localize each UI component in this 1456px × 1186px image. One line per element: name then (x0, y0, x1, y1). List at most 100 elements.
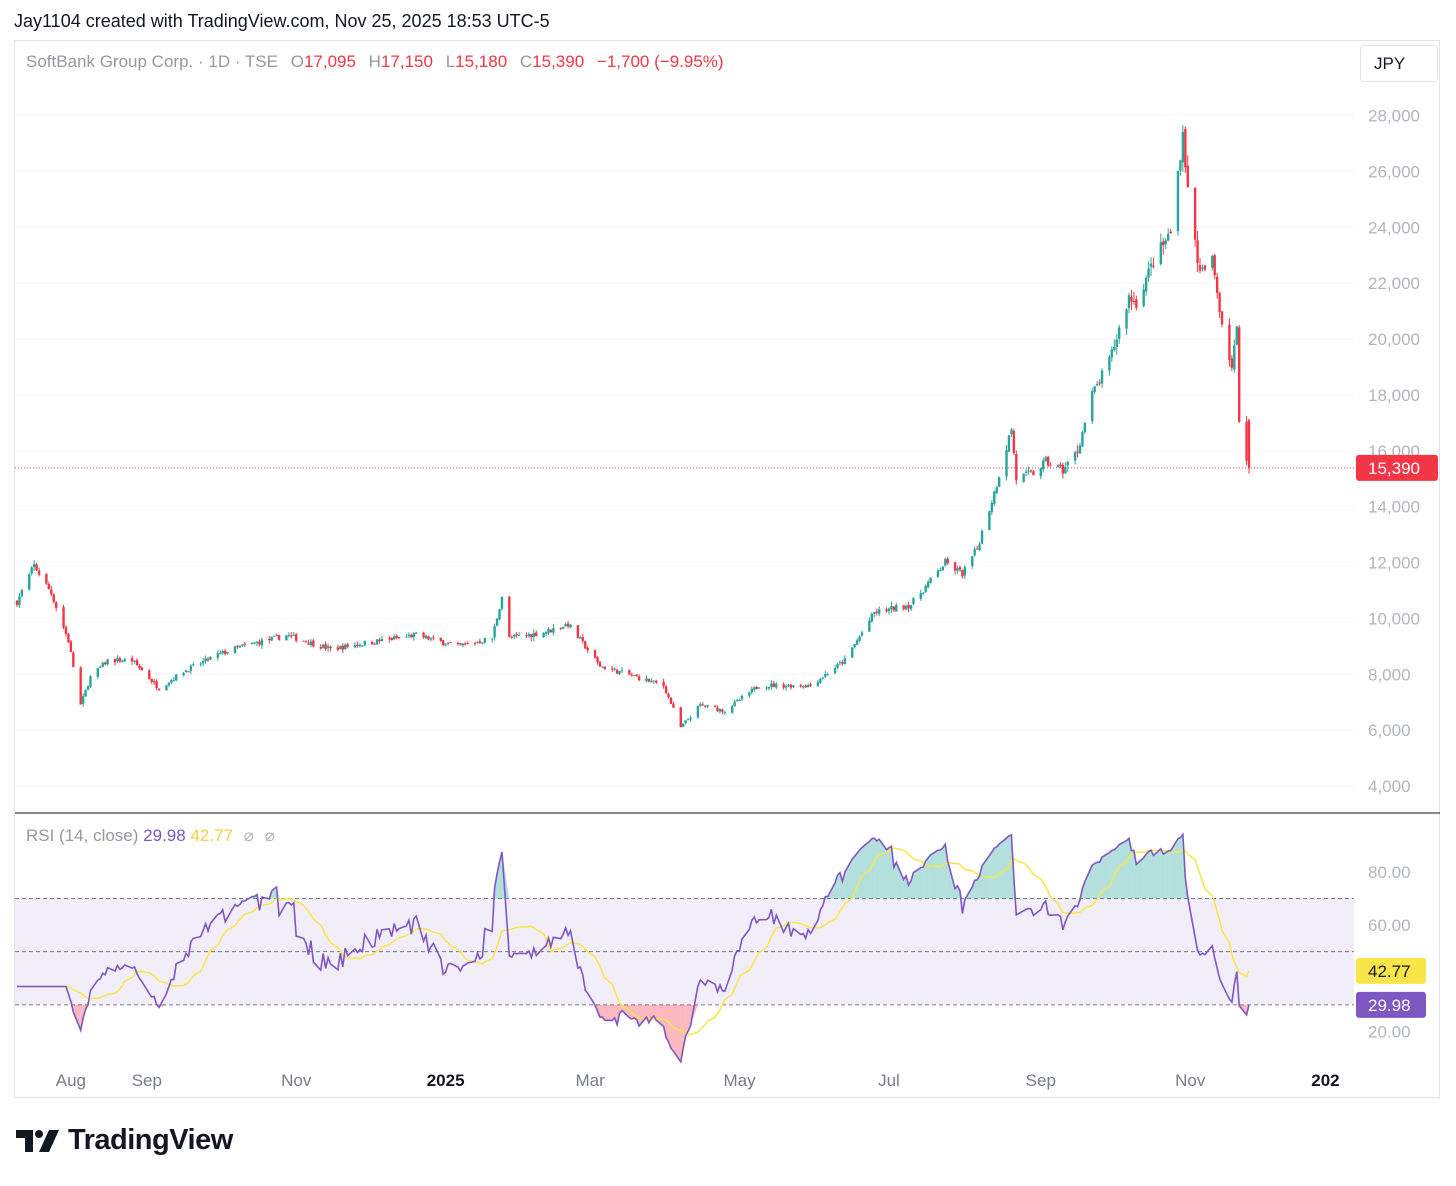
candle (738, 698, 741, 701)
candle (963, 565, 967, 580)
candle-body (1024, 471, 1028, 473)
high-label: H (368, 52, 381, 71)
candle-body (980, 531, 984, 544)
currency-button[interactable]: JPY (1360, 45, 1438, 82)
candle (1162, 237, 1165, 255)
candle-body (199, 663, 202, 665)
candle (510, 635, 513, 640)
rsi-overbought-fill (893, 862, 897, 899)
candle (54, 601, 58, 612)
candle (525, 632, 528, 639)
candle-body (564, 624, 567, 627)
candle-body (1127, 295, 1131, 309)
candle-body (268, 638, 271, 640)
candle-body (723, 712, 727, 714)
candle (973, 546, 976, 557)
candle (821, 677, 825, 680)
rsi-badge-label: 29.98 (1368, 996, 1411, 1015)
last-price-label: 15,390 (1368, 459, 1420, 478)
candle (919, 589, 922, 601)
candle-body (686, 719, 690, 721)
candle (50, 585, 53, 597)
candle-body (187, 671, 190, 673)
candle (929, 577, 932, 584)
candle-body (130, 658, 134, 662)
candle-body (54, 602, 58, 608)
candle (106, 659, 109, 666)
candle-body (1169, 231, 1172, 234)
symbol-name[interactable]: SoftBank Group Corp. · 1D · TSE (26, 52, 278, 71)
candle (329, 645, 332, 652)
candle-body (165, 685, 168, 691)
candle (851, 647, 854, 659)
rsi-na-icon-1: ⌀ (243, 826, 254, 845)
candle-body (618, 670, 621, 675)
candle-body (1029, 470, 1033, 472)
time-tick-label: Sep (132, 1071, 162, 1090)
candle (113, 658, 117, 666)
candle (1152, 257, 1155, 269)
price-tick-label: 24,000 (1368, 218, 1420, 237)
candle (103, 661, 107, 666)
candle-body (47, 583, 51, 590)
candle (101, 661, 104, 668)
candle (1073, 450, 1077, 465)
candle (219, 650, 222, 655)
candle (1108, 354, 1111, 376)
candle (295, 632, 298, 643)
tradingview-brand[interactable]: TradingView (16, 1124, 233, 1157)
candle (1184, 126, 1187, 174)
candle-body (170, 680, 173, 683)
candle (824, 670, 827, 679)
candle (784, 684, 788, 691)
candle (150, 678, 153, 684)
candle (1007, 434, 1011, 453)
candle-body (302, 640, 305, 642)
candle-body (1115, 339, 1118, 348)
candle (809, 682, 812, 687)
candle (1125, 308, 1128, 335)
candle (699, 702, 702, 708)
candle-body (260, 639, 264, 646)
candle-body (1125, 309, 1128, 329)
candle (1012, 428, 1016, 455)
rsi-overbought-fill (1084, 865, 1093, 899)
rsi-overbought-fill (1082, 881, 1085, 899)
candle-body (326, 646, 330, 649)
candle-body (973, 549, 976, 556)
rsi-overbought-fill (1146, 851, 1149, 899)
candle (89, 675, 92, 689)
candle (1110, 346, 1114, 362)
candle (1135, 295, 1138, 311)
candle-body (853, 644, 856, 648)
candle-body (498, 609, 501, 620)
candle (1159, 233, 1163, 266)
candle-body (816, 682, 820, 686)
candle (902, 605, 905, 611)
candle (1144, 275, 1148, 296)
candle-body (1012, 431, 1016, 454)
brand-name: TradingView (68, 1124, 233, 1156)
candle (1039, 467, 1043, 480)
candle-body (868, 620, 871, 632)
rsi-overbought-fill (925, 857, 929, 899)
candle-body (30, 567, 33, 574)
rsi-overbought-fill (1109, 850, 1112, 899)
candle-body (32, 563, 36, 568)
candle (1218, 291, 1221, 318)
candle-body (353, 644, 357, 648)
candle-body (532, 633, 536, 637)
candle-body (272, 635, 276, 637)
candle (476, 641, 479, 644)
rsi-label[interactable]: RSI (14, close) (26, 826, 139, 845)
candle (765, 685, 768, 691)
candle (833, 665, 837, 674)
candle-body (993, 491, 996, 504)
candle (924, 584, 927, 594)
candle (836, 662, 839, 670)
candle (787, 683, 790, 687)
rsi-oversold-fill (602, 1004, 605, 1021)
rsi-overbought-fill (839, 872, 843, 899)
candle (789, 683, 793, 690)
